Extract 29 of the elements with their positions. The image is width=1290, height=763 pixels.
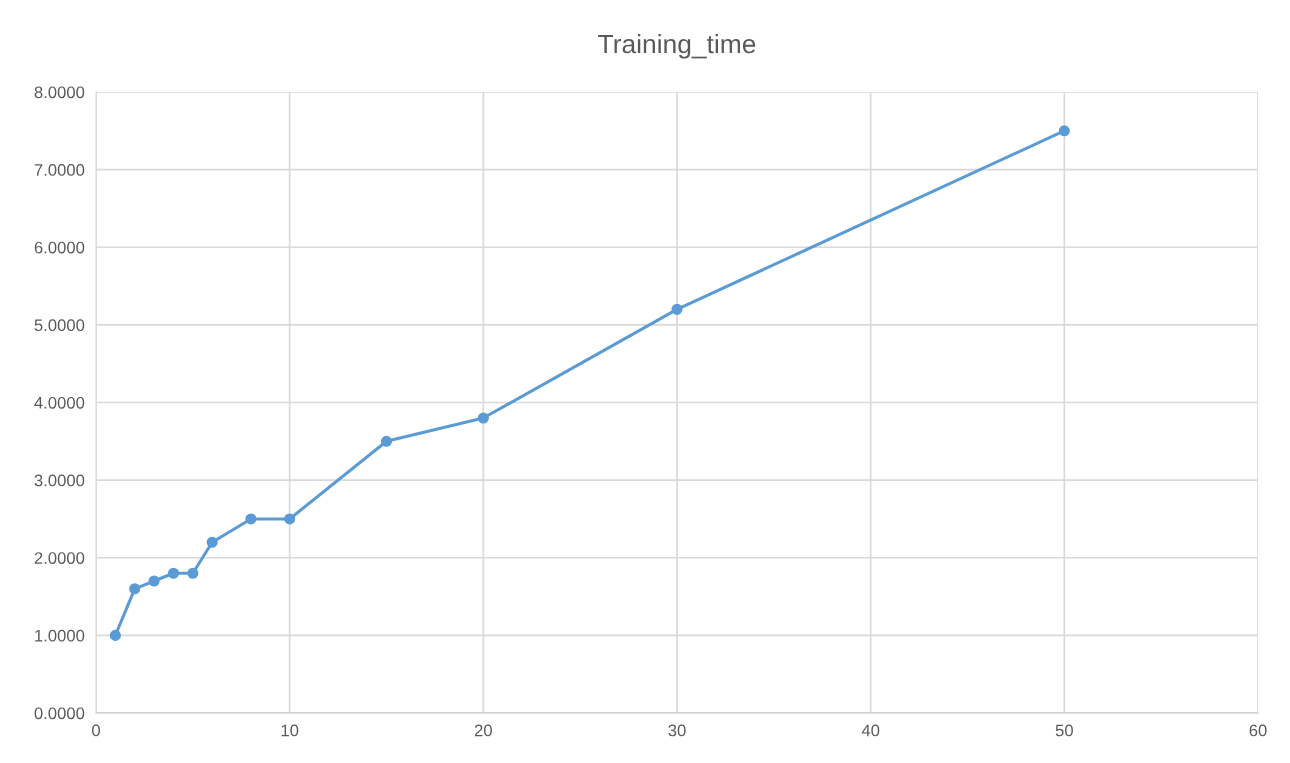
point: [284, 513, 296, 525]
y-tick-label: 1.0000: [35, 629, 85, 642]
x-tick-label: 50: [1055, 724, 1073, 737]
point: [380, 435, 393, 447]
y-tick-label: 5.0000: [34, 319, 85, 332]
y-tick-label: 8.0000: [34, 86, 85, 99]
point: [206, 536, 218, 548]
point: [187, 567, 199, 579]
x-tick-label: 60: [1249, 724, 1267, 737]
y-tick-label: 2.0000: [34, 552, 85, 564]
y-tick-label: 4.0000: [34, 396, 85, 409]
point: [477, 412, 489, 424]
x-tick-label: 0: [92, 724, 100, 737]
x-tick-label: 40: [861, 724, 880, 737]
chart-title: Training_time: [598, 33, 756, 59]
y-tick-label: 6.0000: [34, 241, 85, 254]
y-tick-label: 0.0000: [34, 707, 85, 720]
y-tick-label: 3.0000: [34, 474, 85, 487]
point: [109, 629, 121, 641]
point: [129, 583, 141, 595]
point: [148, 575, 160, 587]
point: [1058, 125, 1070, 137]
x-tick-label: 10: [281, 724, 299, 737]
y-tick-label: 7.0000: [34, 164, 85, 176]
x-tick-label: 20: [474, 724, 492, 737]
point: [245, 513, 257, 525]
x-tick-label: 30: [668, 724, 686, 737]
point: [671, 303, 683, 315]
point: [167, 567, 180, 579]
